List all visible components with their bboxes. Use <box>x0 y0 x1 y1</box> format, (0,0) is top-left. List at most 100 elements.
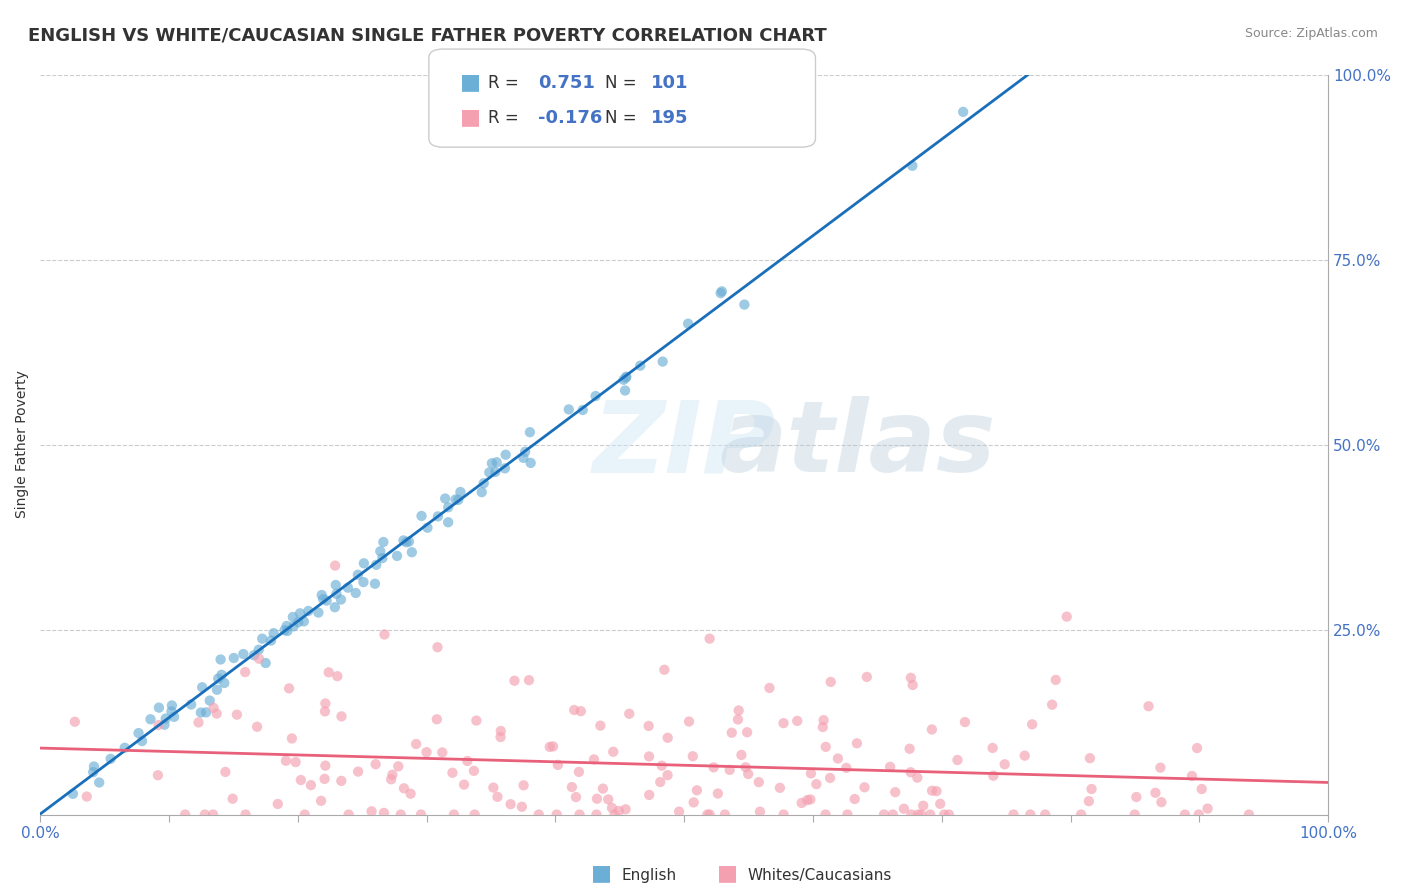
Point <box>547 757 569 772</box>
Point <box>900 765 922 780</box>
Text: atlas: atlas <box>720 396 997 493</box>
Point <box>538 739 561 754</box>
Point <box>607 804 630 818</box>
Point <box>76 789 98 804</box>
Text: 195: 195 <box>651 109 689 127</box>
Point <box>323 600 346 615</box>
Point <box>638 788 661 802</box>
Point <box>263 626 285 640</box>
Point <box>485 455 508 469</box>
Point <box>278 681 301 696</box>
Point <box>416 521 439 535</box>
Point <box>478 466 501 480</box>
Y-axis label: Single Father Poverty: Single Father Poverty <box>15 370 30 518</box>
Point <box>325 587 347 601</box>
Point <box>260 633 283 648</box>
Point <box>628 359 651 373</box>
Point <box>471 485 494 500</box>
Point <box>373 805 395 820</box>
Text: Source: ZipAtlas.com: Source: ZipAtlas.com <box>1244 27 1378 40</box>
Point <box>131 734 153 748</box>
Point <box>811 720 834 734</box>
Point <box>682 749 704 764</box>
Point <box>668 805 690 819</box>
Point <box>441 765 464 780</box>
Point <box>699 807 721 822</box>
Point <box>565 790 588 805</box>
Point <box>415 745 437 759</box>
Point <box>294 807 316 822</box>
Point <box>214 676 236 690</box>
Point <box>546 807 568 822</box>
Point <box>818 771 841 785</box>
Point <box>1002 807 1025 822</box>
Point <box>180 698 202 712</box>
Point <box>1070 807 1092 822</box>
Point <box>209 652 232 666</box>
Point <box>148 700 170 714</box>
Point <box>187 715 209 730</box>
Point <box>558 402 581 417</box>
Point <box>569 704 592 718</box>
Point <box>879 760 901 774</box>
Point <box>772 807 794 822</box>
Point <box>657 731 679 745</box>
Point <box>676 317 699 331</box>
Point <box>703 760 725 774</box>
Point <box>835 761 858 775</box>
Point <box>337 807 360 822</box>
Point <box>845 736 868 750</box>
Point <box>929 797 952 811</box>
Point <box>1078 751 1101 765</box>
Point <box>371 551 394 566</box>
Point <box>638 749 661 764</box>
Text: ■: ■ <box>717 863 738 883</box>
Point <box>1014 748 1036 763</box>
Point <box>222 651 245 665</box>
Point <box>616 369 638 384</box>
Point <box>347 567 370 582</box>
Point <box>274 754 297 768</box>
Point <box>195 706 218 720</box>
Point <box>934 807 956 822</box>
Point <box>749 805 772 819</box>
Point <box>562 703 585 717</box>
Point <box>205 682 228 697</box>
Point <box>233 665 256 679</box>
Point <box>727 703 749 717</box>
Point <box>381 768 404 782</box>
Point <box>561 780 583 794</box>
Point <box>946 753 969 767</box>
Point <box>585 807 607 822</box>
Point <box>1237 807 1260 822</box>
Point <box>484 465 506 479</box>
Point <box>602 745 624 759</box>
Point <box>426 509 449 524</box>
Point <box>267 797 290 811</box>
Point <box>1045 673 1067 687</box>
Point <box>360 805 382 819</box>
Point <box>463 764 485 778</box>
Point <box>603 807 626 822</box>
Point <box>582 752 605 766</box>
Point <box>366 558 388 572</box>
Point <box>813 713 835 727</box>
Point <box>571 403 593 417</box>
Point <box>1125 790 1147 805</box>
Point <box>1191 782 1213 797</box>
Point <box>898 741 921 756</box>
Point <box>309 794 332 808</box>
Point <box>194 807 217 822</box>
Point <box>225 707 247 722</box>
Point <box>281 731 304 746</box>
Point <box>806 777 828 791</box>
Point <box>893 802 915 816</box>
Point <box>901 678 924 692</box>
Point <box>481 456 503 470</box>
Point <box>153 717 176 731</box>
Point <box>453 778 475 792</box>
Point <box>512 450 534 465</box>
Point <box>1080 782 1102 797</box>
Point <box>482 780 505 795</box>
Point <box>314 705 336 719</box>
